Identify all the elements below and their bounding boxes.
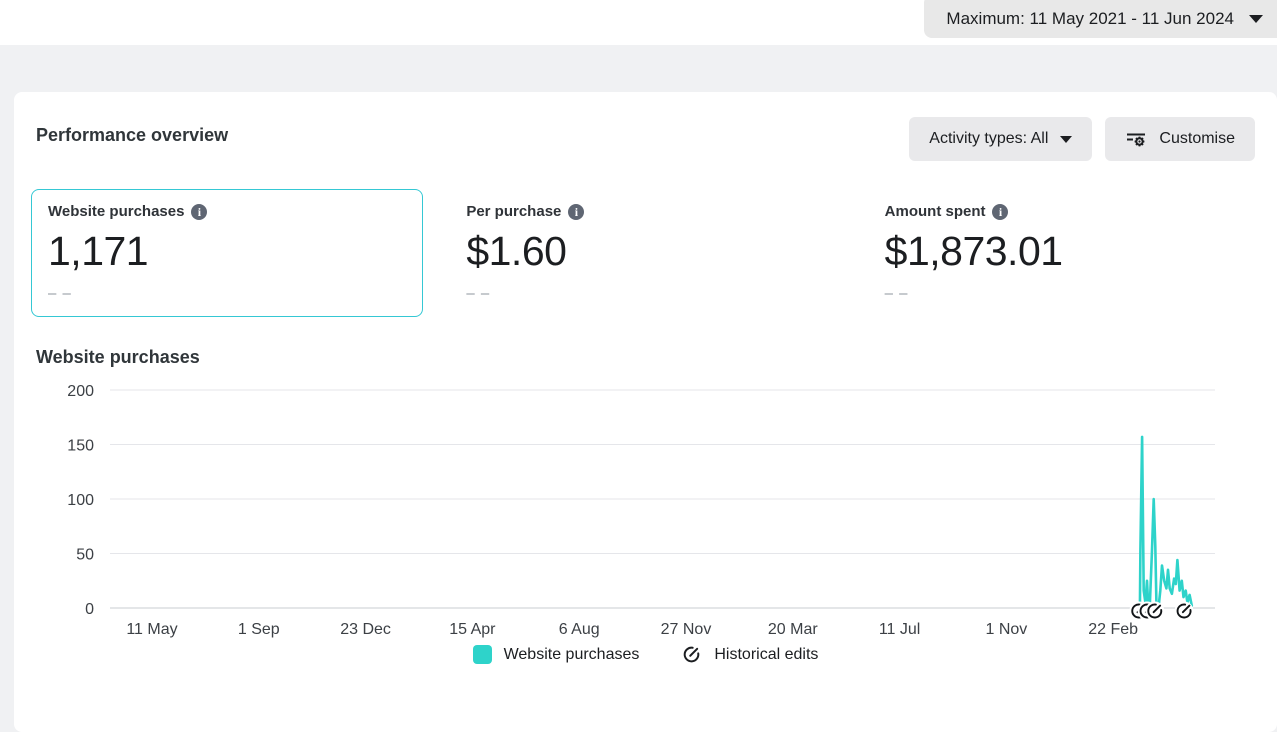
metric-value: $1.60: [466, 228, 567, 274]
metric-label-text: Website purchases: [48, 203, 185, 220]
y-axis-label: 100: [67, 492, 94, 509]
info-icon[interactable]: i: [992, 203, 1009, 220]
x-axis-label: 1 Nov: [985, 621, 1027, 638]
x-axis-label: 11 Jul: [879, 621, 921, 638]
x-axis-label: 27 Nov: [661, 621, 712, 638]
historical-edit-marker[interactable]: [1174, 601, 1194, 621]
x-axis-label: 6 Aug: [559, 621, 600, 638]
metric-label: Website purchases i: [48, 203, 406, 220]
y-axis-label: 200: [67, 383, 94, 400]
x-axis-label: 15 Apr: [449, 621, 496, 638]
legend-item-historical-edits: Historical edits: [681, 644, 818, 665]
website-purchases-line-chart: 200 150 100 50 0 11 May 1 Sep 23 Dec 15 Apr 6 Aug…: [67, 383, 1215, 638]
metric-delta: – –: [884, 285, 909, 302]
website-purchases-series-line: [1138, 435, 1194, 610]
top-bar: Maximum: 11 May 2021 - 11 Jun 2024: [0, 0, 1277, 45]
metric-cards: Website purchases i 1,171 – – Per purcha…: [31, 189, 1260, 317]
x-axis-label: 20 Mar: [768, 621, 818, 638]
metric-label: Amount spent i: [885, 203, 1243, 220]
metric-value: 1,171: [48, 228, 149, 274]
legend-label: Website purchases: [503, 645, 640, 663]
x-axis-label: 23 Dec: [340, 621, 391, 638]
x-axis-label: 1 Sep: [238, 621, 280, 638]
metric-label: Per purchase i: [466, 203, 824, 220]
header-buttons: Activity types: All: [909, 117, 1255, 161]
panel-title: Performance overview: [36, 125, 229, 145]
customise-button[interactable]: Customise: [1105, 117, 1255, 161]
historical-edits-icon: [684, 646, 700, 663]
performance-overview-panel: Performance overview Activity types: All: [14, 92, 1277, 732]
y-axis-label: 0: [85, 601, 94, 618]
info-icon[interactable]: i: [191, 203, 208, 220]
chevron-down-icon: [1060, 135, 1073, 143]
metric-delta: – –: [466, 285, 491, 302]
chart-section: Website purchases 200 150 100 50 0 11 May 1 Se…: [36, 347, 1255, 665]
date-range-label: Maximum: 11 May 2021 - 11 Jun 2024: [946, 9, 1234, 28]
metric-card-website-purchases[interactable]: Website purchases i 1,171 – –: [31, 189, 424, 317]
customise-label: Customise: [1159, 130, 1235, 147]
x-axis-label: 11 May: [126, 621, 177, 638]
legend-label: Historical edits: [714, 645, 819, 663]
metric-label-text: Amount spent: [884, 203, 986, 220]
chart-title: Website purchases: [36, 347, 200, 367]
metric-card-amount-spent[interactable]: Amount spent i $1,873.01 – –: [868, 189, 1260, 317]
activity-types-label: Activity types: All: [929, 130, 1049, 147]
customise-settings-icon: [1127, 133, 1146, 147]
metric-value: $1,873.01: [884, 228, 1063, 274]
chart-legend: Website purchases Historical edits: [36, 644, 1255, 665]
info-icon[interactable]: i: [568, 203, 585, 220]
legend-item-website-purchases: Website purchases: [472, 645, 640, 664]
metric-delta: – –: [48, 285, 72, 302]
metric-card-per-purchase[interactable]: Per purchase i $1.60 – –: [449, 189, 841, 317]
y-axis-label: 50: [76, 547, 94, 564]
x-axis-label: 22 Feb: [1088, 621, 1138, 638]
chevron-down-icon: [1249, 15, 1263, 23]
website-purchases-swatch: [472, 645, 492, 664]
metric-label-text: Per purchase: [466, 203, 562, 220]
panel-header: Performance overview Activity types: All: [14, 92, 1277, 161]
date-range-selector[interactable]: Maximum: 11 May 2021 - 11 Jun 2024: [924, 0, 1277, 38]
activity-types-button[interactable]: Activity types: All: [909, 117, 1093, 161]
historical-edit-marker[interactable]: [1145, 601, 1165, 621]
y-axis-label: 150: [67, 438, 94, 455]
